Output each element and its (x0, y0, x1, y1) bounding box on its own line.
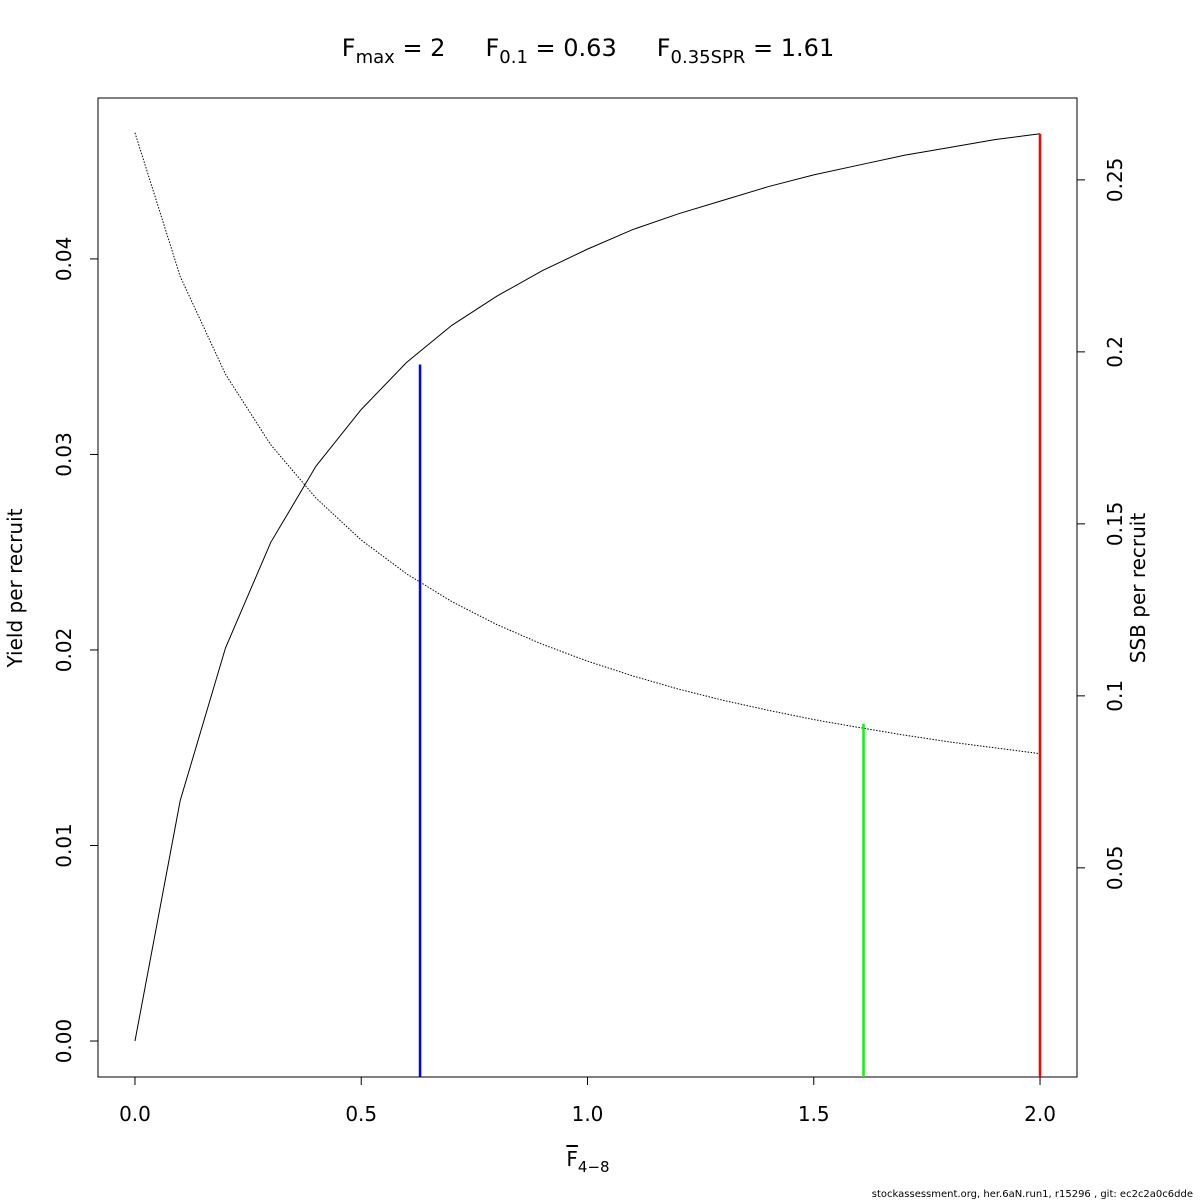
title-value: = 2 (395, 34, 446, 62)
y-tick-label: 0.03 (52, 432, 76, 477)
y2-axis-label: SSB per recruit (1126, 513, 1150, 664)
y2-tick-label: 0.1 (1103, 680, 1127, 712)
x-tick-label: 2.0 (1024, 1102, 1056, 1126)
title-symbol: F (657, 34, 671, 62)
y-tick-label: 0.01 (52, 823, 76, 868)
x-label-symbol: F (566, 1147, 578, 1171)
x-label-subscript: 4−8 (578, 1158, 610, 1176)
plot-frame (97, 97, 1078, 1078)
title-subscript: max (356, 47, 396, 68)
y2-tick-label: 0.05 (1103, 846, 1127, 891)
y-tick-label: 0.02 (52, 628, 76, 673)
x-axis-label: F4−8 (566, 1147, 609, 1176)
y2-tick-label: 0.15 (1103, 502, 1127, 547)
y2-tick-label: 0.2 (1103, 336, 1127, 368)
x-tick-label: 1.0 (572, 1102, 604, 1126)
title-subscript: 0.35SPR (671, 47, 746, 68)
title-value: = 0.63 (528, 34, 617, 62)
title-symbol: F (485, 34, 499, 62)
series-line (134, 133, 1041, 1042)
chart-title: Fmax = 2 F0.1 = 0.63 F0.35SPR = 1.61 (342, 34, 834, 68)
y-tick-label: 0.04 (52, 237, 76, 282)
series-line (134, 132, 1041, 755)
y-tick-label: 0.00 (52, 1019, 76, 1064)
x-tick-label: 0.5 (345, 1102, 377, 1126)
title-subscript: 0.1 (499, 47, 528, 68)
title-value: = 1.61 (745, 34, 834, 62)
x-tick-label: 0.0 (119, 1102, 151, 1126)
x-tick-label: 1.5 (798, 1102, 830, 1126)
y2-tick-label: 0.25 (1103, 158, 1127, 203)
footer: stockassessment.org, her.6aN.run1, r1529… (872, 1189, 1193, 1200)
title-symbol: F (342, 34, 356, 62)
y-axis-label: Yield per recruit (3, 508, 27, 668)
